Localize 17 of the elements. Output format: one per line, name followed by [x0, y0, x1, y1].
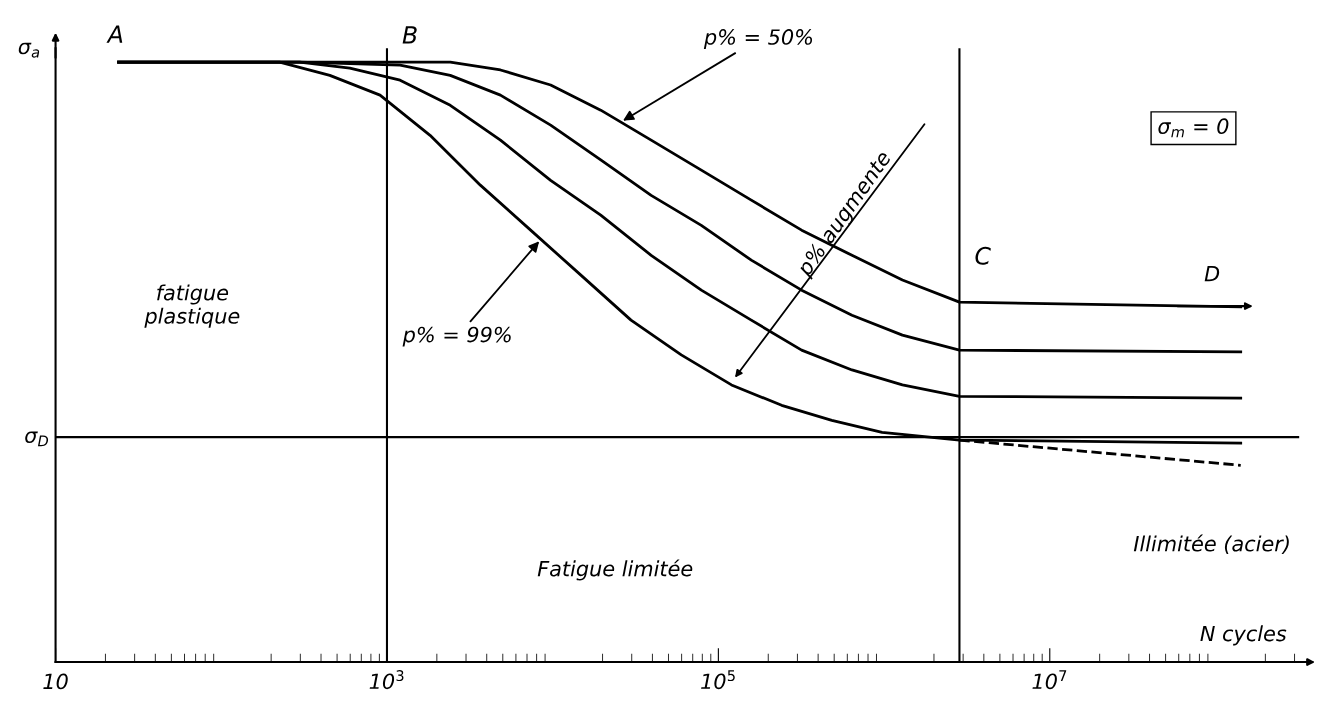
- x-tick-label: 10: [43, 673, 68, 690]
- ref-line-label: σ$_{D}$: [25, 431, 49, 447]
- x-tick-label: 10$^{7}$: [1032, 670, 1067, 690]
- annotation: A: [106, 25, 123, 43]
- annotation: p% = 50%: [703, 29, 813, 49]
- x-axis-title: N cycles: [1200, 625, 1287, 646]
- y-axis-title: σ$_{a}$: [18, 42, 40, 58]
- annotation: Illimitée (acier): [1133, 534, 1289, 554]
- x-tick-label: 10$^{3}$: [369, 670, 404, 690]
- ref-line-label: B: [402, 26, 417, 44]
- annotation: fatigue plastique: [144, 284, 240, 328]
- x-tick-label: 10$^{5}$: [701, 670, 735, 690]
- annotation: σ$_{m}$ = 0: [1158, 118, 1229, 138]
- annotation: D: [1204, 266, 1220, 282]
- annotation: Fatigue limitée: [537, 559, 693, 581]
- ref-line-label: C: [975, 246, 991, 265]
- annotation: p% = 99%: [402, 326, 511, 347]
